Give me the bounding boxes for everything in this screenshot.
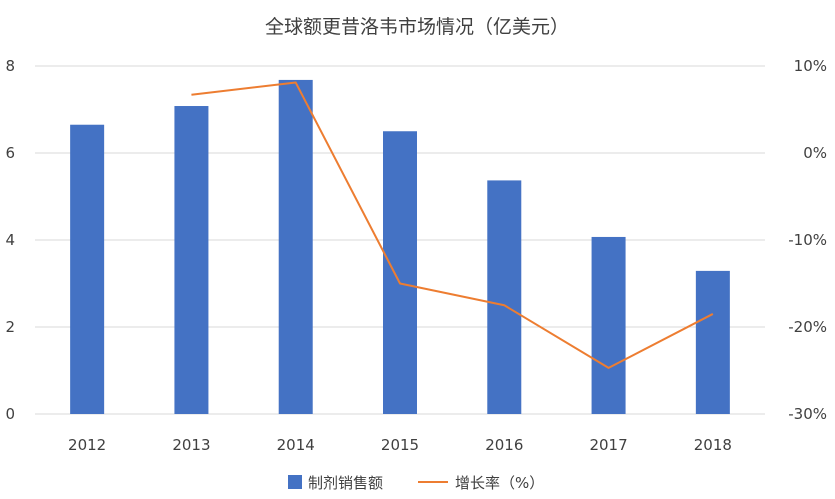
x-tick-label: 2017 (589, 436, 627, 454)
x-axis: 2012 2013 2014 2015 2016 2017 2018 (68, 436, 732, 454)
x-tick-label: 2015 (381, 436, 419, 454)
left-axis: 0 2 4 6 8 (5, 57, 15, 423)
y-right-tick-label: -20% (788, 318, 827, 336)
bar (487, 180, 522, 414)
y-right-tick-label: -10% (788, 231, 827, 249)
right-axis: -30% -20% -10% 0% 10% (788, 57, 827, 423)
y-right-tick-label: 10% (794, 57, 827, 75)
legend-label-bar: 制剂销售额 (308, 474, 383, 492)
chart-title: 全球额更昔洛韦市场情况（亿美元） (265, 16, 569, 38)
line-series (191, 81, 714, 369)
y-left-tick-label: 4 (5, 231, 15, 249)
y-left-tick-label: 2 (5, 318, 15, 336)
x-tick-label: 2016 (485, 436, 523, 454)
bar (383, 131, 417, 414)
y-right-tick-label: 0% (803, 144, 827, 162)
growth-line (191, 81, 714, 369)
bar-series (70, 79, 730, 415)
bar (70, 124, 105, 414)
bar (591, 236, 626, 414)
x-tick-label: 2013 (172, 436, 210, 454)
bar (174, 106, 209, 415)
bar (695, 270, 730, 414)
x-tick-label: 2014 (277, 436, 315, 454)
legend-swatch-bar (288, 475, 302, 489)
y-left-tick-label: 0 (5, 405, 15, 423)
bar (278, 79, 313, 415)
legend-label-line: 增长率（%） (455, 474, 544, 492)
y-right-tick-label: -30% (788, 405, 827, 423)
x-tick-label: 2018 (694, 436, 732, 454)
y-left-tick-label: 8 (5, 57, 15, 75)
legend: 制剂销售额 增长率（%） (288, 474, 544, 492)
y-left-tick-label: 6 (5, 144, 15, 162)
x-tick-label: 2012 (68, 436, 106, 454)
